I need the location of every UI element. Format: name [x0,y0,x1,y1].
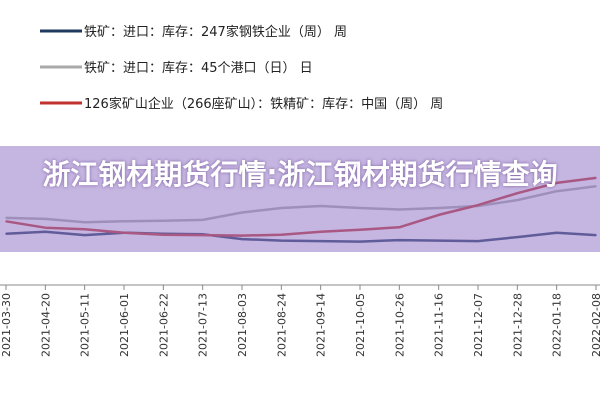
legend-label-2: 铁矿：进口：库存：45个港口（日） 日 [84,60,313,76]
x-tick-label: 2021-08-03 [236,293,249,357]
x-tick-label: 2021-12-28 [511,293,524,357]
x-tick-label: 2021-11-16 [433,293,446,357]
x-tick-label: 2021-10-05 [354,293,367,357]
x-tick-label: 2021-06-01 [118,293,131,357]
x-tick-label: 2021-08-24 [275,293,288,357]
x-tick-label: 2022-02-08 [590,293,600,357]
legend-label-1: 铁矿：进口：库存：247家钢铁企业（周） 周 [84,24,347,40]
legend-label-3: 126家矿山企业（266座矿山）：铁精矿：库存：中国（周） 周 [84,96,443,112]
x-axis-ticks: 2021-03-30 2021-04-20 2021-05-11 2021-06-01… [0,285,600,357]
x-tick-label: 2022-01-18 [551,293,564,357]
x-tick-label: 2021-03-30 [0,293,13,357]
page-title: 浙江钢材期货行情:浙江钢材期货行情查询 [42,158,558,191]
x-tick-label: 2021-05-11 [79,293,92,357]
x-tick-label: 2021-09-14 [315,293,328,357]
x-tick-label: 2021-04-20 [39,293,52,357]
x-tick-label: 2021-10-26 [393,293,406,357]
x-tick-label: 2021-12-07 [472,293,485,357]
x-tick-label: 2021-06-22 [157,293,170,357]
x-tick-label: 2021-07-13 [197,293,210,357]
legend: 铁矿：进口：库存：247家钢铁企业（周） 周铁矿：进口：库存：45个港口（日） … [40,24,443,112]
title-banner [0,146,600,252]
